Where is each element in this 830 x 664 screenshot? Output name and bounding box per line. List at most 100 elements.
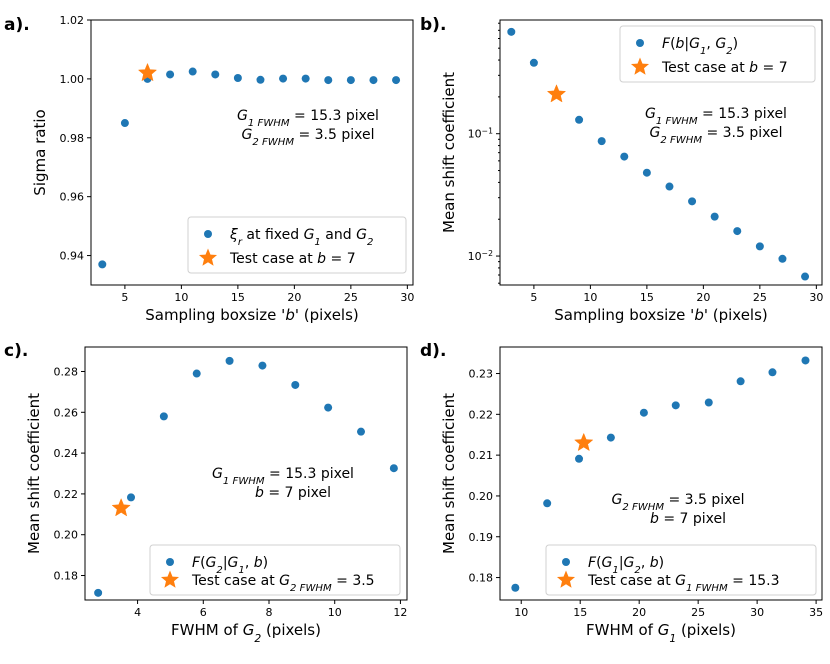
legend-marker-series [636, 39, 644, 47]
data-point [801, 356, 810, 365]
data-point [665, 182, 674, 191]
data-point [301, 74, 310, 83]
y-tick-label: 0.18 [54, 570, 79, 583]
data-point [733, 227, 742, 236]
annotation-line: b = 7 pixel [255, 485, 331, 501]
data-point [279, 74, 288, 83]
y-axis-label: Mean shift coefficient [440, 393, 458, 554]
annotation-line: G1 FWHM = 15.3 pixel [212, 466, 354, 487]
data-point [120, 119, 129, 128]
annotation-line: G2 FWHM = 3.5 pixel [650, 125, 783, 146]
data-point [620, 152, 629, 161]
x-tick-label: 10 [174, 291, 188, 304]
x-tick-label: 15 [231, 291, 245, 304]
panel-c: 4 6 8 10 12 0.18 0.20 0.22 0.24 0.26 0.28 FWHM of G… [4, 341, 408, 645]
legend-marker-series [562, 558, 570, 566]
test-case-star [111, 498, 131, 517]
x-tick-label: 15 [573, 606, 587, 619]
data-point [256, 75, 265, 84]
x-tick-label: 10 [583, 291, 597, 304]
data-point [801, 272, 810, 281]
x-tick-label: 12 [393, 606, 407, 619]
x-axis-label: Sampling boxsize 'b' (pixels) [145, 306, 359, 324]
legend-marker-series [166, 558, 174, 566]
data-point [736, 377, 745, 386]
x-tick-label: 30 [400, 291, 414, 304]
data-point [575, 115, 584, 124]
legend-marker-star [160, 570, 180, 588]
test-case-star [546, 84, 567, 103]
data-point [704, 398, 713, 407]
x-tick-label: 10 [514, 606, 528, 619]
panel-a: 5 10 15 20 25 30 0.94 0.96 0.98 1.00 1.02 Sampling … [4, 14, 414, 324]
data-point [291, 380, 300, 389]
data-point [357, 427, 365, 436]
legend-box [619, 25, 816, 83]
x-tick-label: 20 [287, 291, 301, 304]
legend-entry: Test case at G1 FWHM = 15.3 [587, 573, 780, 594]
data-point [642, 168, 651, 177]
legend-entry: F(G2|G1, b) [192, 555, 268, 576]
y-tick-label: 0.20 [469, 490, 494, 503]
x-tick-label: 30 [809, 291, 823, 304]
y-tick-label: 1.02 [60, 14, 85, 27]
x-tick-label: 4 [134, 606, 141, 619]
panel-label: d). [420, 341, 446, 361]
panel-b: 5 10 15 20 25 30 10−2 10−1 Sampling boxsize 'b' … [420, 15, 823, 324]
x-axis-label: FWHM of G1 (pixels) [586, 621, 736, 645]
x-tick-label: 25 [753, 291, 767, 304]
y-tick-label: 0.22 [469, 408, 494, 421]
y-tick-label: 0.20 [54, 529, 79, 542]
legend-marker-series [204, 230, 212, 238]
panel-label: b). [420, 15, 446, 35]
y-tick-label: 0.28 [54, 365, 79, 378]
data-point [166, 70, 175, 79]
y-tick-label: 0.96 [60, 191, 85, 204]
annotation-line: b = 7 pixel [650, 511, 726, 527]
legend-marker-star [198, 248, 218, 266]
data-point [225, 356, 234, 365]
data-point [389, 464, 398, 473]
y-tick-label: 1.00 [60, 73, 85, 86]
annotation-line: G2 FWHM = 3.5 pixel [612, 492, 745, 513]
data-point [507, 27, 516, 36]
annotation-line: G2 FWHM = 3.5 pixel [242, 127, 375, 148]
legend-entry: F(G1|G2, b) [588, 555, 664, 576]
data-point [346, 76, 355, 85]
data-point [192, 369, 201, 378]
x-tick-label: 20 [696, 291, 710, 304]
plot-frame [499, 346, 823, 601]
data-point [768, 368, 777, 377]
data-point [159, 412, 168, 421]
data-point [597, 137, 606, 146]
annotation-line: G1 FWHM = 15.3 pixel [645, 106, 787, 127]
legend-box [545, 544, 817, 596]
x-tick-label: 20 [632, 606, 646, 619]
panel-label: c). [4, 341, 28, 361]
x-tick-label: 35 [809, 606, 823, 619]
data-point [94, 588, 103, 597]
legend-box [149, 544, 401, 596]
data-point [688, 197, 697, 206]
data-point [98, 260, 107, 269]
y-tick-label: 0.19 [469, 531, 494, 544]
test-case-star [137, 62, 158, 82]
data-point [543, 499, 552, 508]
data-point [710, 212, 719, 221]
y-axis-label: Mean shift coefficient [440, 72, 458, 233]
x-tick-label: 10 [328, 606, 342, 619]
y-tick-label: 0.22 [54, 488, 79, 501]
y-tick-label: 10−2 [468, 249, 493, 264]
y-tick-label: 0.24 [54, 447, 79, 460]
test-case-star [574, 432, 594, 452]
data-point [778, 254, 787, 263]
legend-entry: F(b|G1, G2) [662, 36, 738, 57]
x-tick-label: 15 [640, 291, 654, 304]
y-tick-label: 0.26 [54, 406, 79, 419]
y-tick-label: 0.18 [469, 572, 494, 585]
panel-d: 10 15 20 25 30 35 0.18 0.19 0.20 0.21 0.22 0.23 FWHM… [420, 341, 823, 645]
y-tick-label: 0.23 [469, 368, 494, 381]
data-point [392, 76, 401, 85]
x-tick-label: 25 [344, 291, 358, 304]
